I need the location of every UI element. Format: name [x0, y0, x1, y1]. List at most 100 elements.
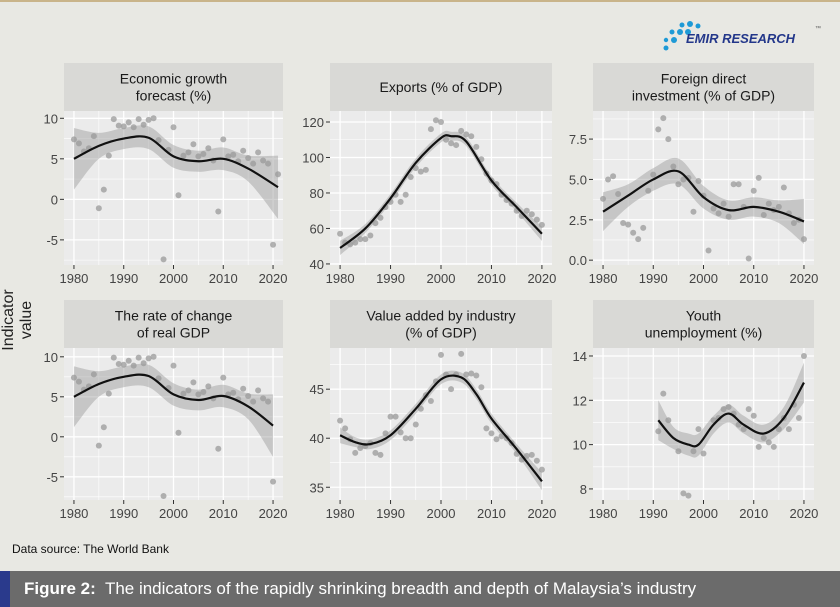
data-point	[200, 389, 207, 395]
x-tick-label: 1990	[639, 271, 668, 286]
confidence-band	[73, 363, 274, 457]
data-point	[145, 355, 152, 362]
data-point	[432, 117, 439, 124]
data-point	[750, 187, 757, 194]
data-point	[458, 127, 465, 134]
data-point	[240, 147, 247, 154]
x-tick-label: 2020	[789, 506, 818, 521]
facet-title: (% of GDP)	[405, 325, 477, 341]
y-tick-label: 5.0	[569, 172, 587, 187]
smooth-trend-line	[73, 373, 274, 427]
data-point	[417, 168, 424, 175]
data-point	[367, 232, 374, 239]
data-point	[190, 141, 197, 148]
data-point	[795, 415, 802, 422]
data-point	[468, 133, 475, 140]
y-tick-label: 80	[310, 186, 324, 201]
facet-title: forecast (%)	[136, 88, 211, 104]
data-point	[655, 428, 662, 435]
figure-number: Figure 2:	[24, 579, 96, 598]
data-point	[372, 220, 379, 227]
y-tick-label: 45	[310, 382, 324, 397]
data-point	[190, 379, 197, 386]
data-point	[265, 398, 272, 405]
y-tick-label: 14	[573, 349, 587, 364]
top-border	[0, 0, 840, 2]
data-point	[483, 425, 490, 432]
data-point	[463, 371, 470, 378]
x-tick-label: 1980	[589, 271, 618, 286]
data-point	[448, 386, 455, 393]
data-point	[473, 143, 480, 150]
data-point	[160, 493, 167, 499]
data-point	[337, 417, 344, 424]
data-point	[170, 362, 177, 369]
data-point	[725, 403, 732, 410]
data-point	[382, 430, 389, 437]
data-point	[473, 372, 480, 379]
facet-title: Economic growth	[120, 71, 227, 87]
data-point	[357, 236, 364, 243]
data-point	[720, 406, 727, 413]
data-point	[690, 208, 697, 215]
data-point	[427, 126, 434, 133]
data-point	[412, 421, 419, 428]
data-point	[95, 442, 102, 449]
y-tick-label: -5	[46, 233, 58, 248]
data-point	[220, 374, 227, 381]
data-point	[615, 190, 622, 197]
y-tick-label: 10	[44, 111, 58, 126]
facet-strip	[64, 300, 283, 348]
data-point	[740, 426, 747, 433]
y-tick-label: 5	[51, 152, 58, 167]
data-point	[230, 151, 237, 158]
data-point	[675, 181, 682, 188]
x-tick-label: 2000	[427, 506, 456, 521]
figure-caption: Figure 2: The indicators of the rapidly …	[24, 579, 696, 599]
facet-title: of real GDP	[137, 325, 210, 341]
data-point	[680, 176, 687, 183]
data-point	[438, 119, 444, 125]
data-point	[352, 239, 359, 246]
data-point	[533, 216, 540, 223]
x-tick-label: 1990	[376, 271, 405, 286]
x-tick-label: 2010	[739, 271, 768, 286]
y-axis-label: Indicator value	[0, 289, 35, 351]
data-point	[680, 490, 687, 497]
data-point	[170, 124, 177, 131]
data-point	[155, 137, 162, 144]
data-point	[775, 426, 782, 433]
y-tick-label: 40	[310, 431, 324, 446]
y-tick-label: 0.0	[569, 253, 587, 268]
y-tick-label: 7.5	[569, 132, 587, 147]
x-tick-label: 2020	[259, 271, 288, 286]
data-point	[357, 445, 364, 452]
x-tick-label: 1980	[59, 506, 88, 521]
data-point	[270, 241, 277, 248]
data-point	[790, 220, 797, 227]
data-point	[735, 181, 742, 188]
smooth-trend-line	[657, 382, 805, 448]
data-point	[645, 187, 652, 194]
data-point	[422, 166, 429, 173]
data-point	[100, 424, 107, 431]
data-point	[397, 429, 404, 436]
x-tick-label: 2000	[159, 271, 188, 286]
data-point	[800, 352, 807, 359]
data-point	[640, 224, 647, 231]
facet-strip	[64, 63, 283, 111]
data-point	[402, 191, 409, 198]
data-point	[175, 192, 182, 199]
data-point	[180, 152, 187, 159]
facet-title: unemployment (%)	[645, 325, 763, 341]
data-point	[185, 387, 192, 394]
data-point	[145, 116, 152, 123]
x-tick-label: 2010	[477, 271, 506, 286]
data-point	[70, 136, 77, 143]
x-tick-label: 1980	[589, 506, 618, 521]
y-tick-label: 12	[573, 393, 587, 408]
x-tick-label: 2000	[159, 506, 188, 521]
data-point	[523, 452, 530, 459]
